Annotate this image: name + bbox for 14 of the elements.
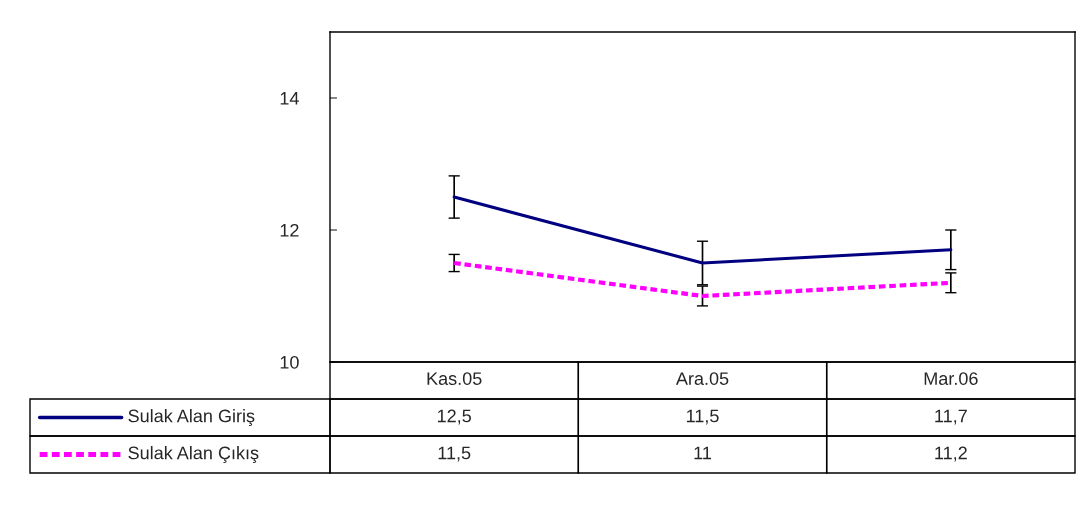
- data-label: 12,5: [437, 409, 471, 425]
- data-label: 11: [694, 446, 711, 460]
- legend-label: Sulak Alan Çıkış: [128, 446, 259, 463]
- y-tick-label: 14: [280, 92, 299, 105]
- legend-label: Sulak Alan Giriş: [128, 409, 255, 426]
- x-tick-label: Mar.06: [924, 372, 978, 385]
- y-tick-label: 12: [280, 223, 299, 237]
- data-label: 11,5: [438, 446, 471, 462]
- x-tick-label: Kas.05: [427, 372, 482, 385]
- y-tick-label: 10: [280, 355, 299, 369]
- x-tick-label: Ara.05: [675, 372, 729, 385]
- data-label: 11,7: [935, 409, 967, 425]
- data-label: 11,5: [686, 409, 719, 425]
- data-label: 11,2: [935, 446, 967, 462]
